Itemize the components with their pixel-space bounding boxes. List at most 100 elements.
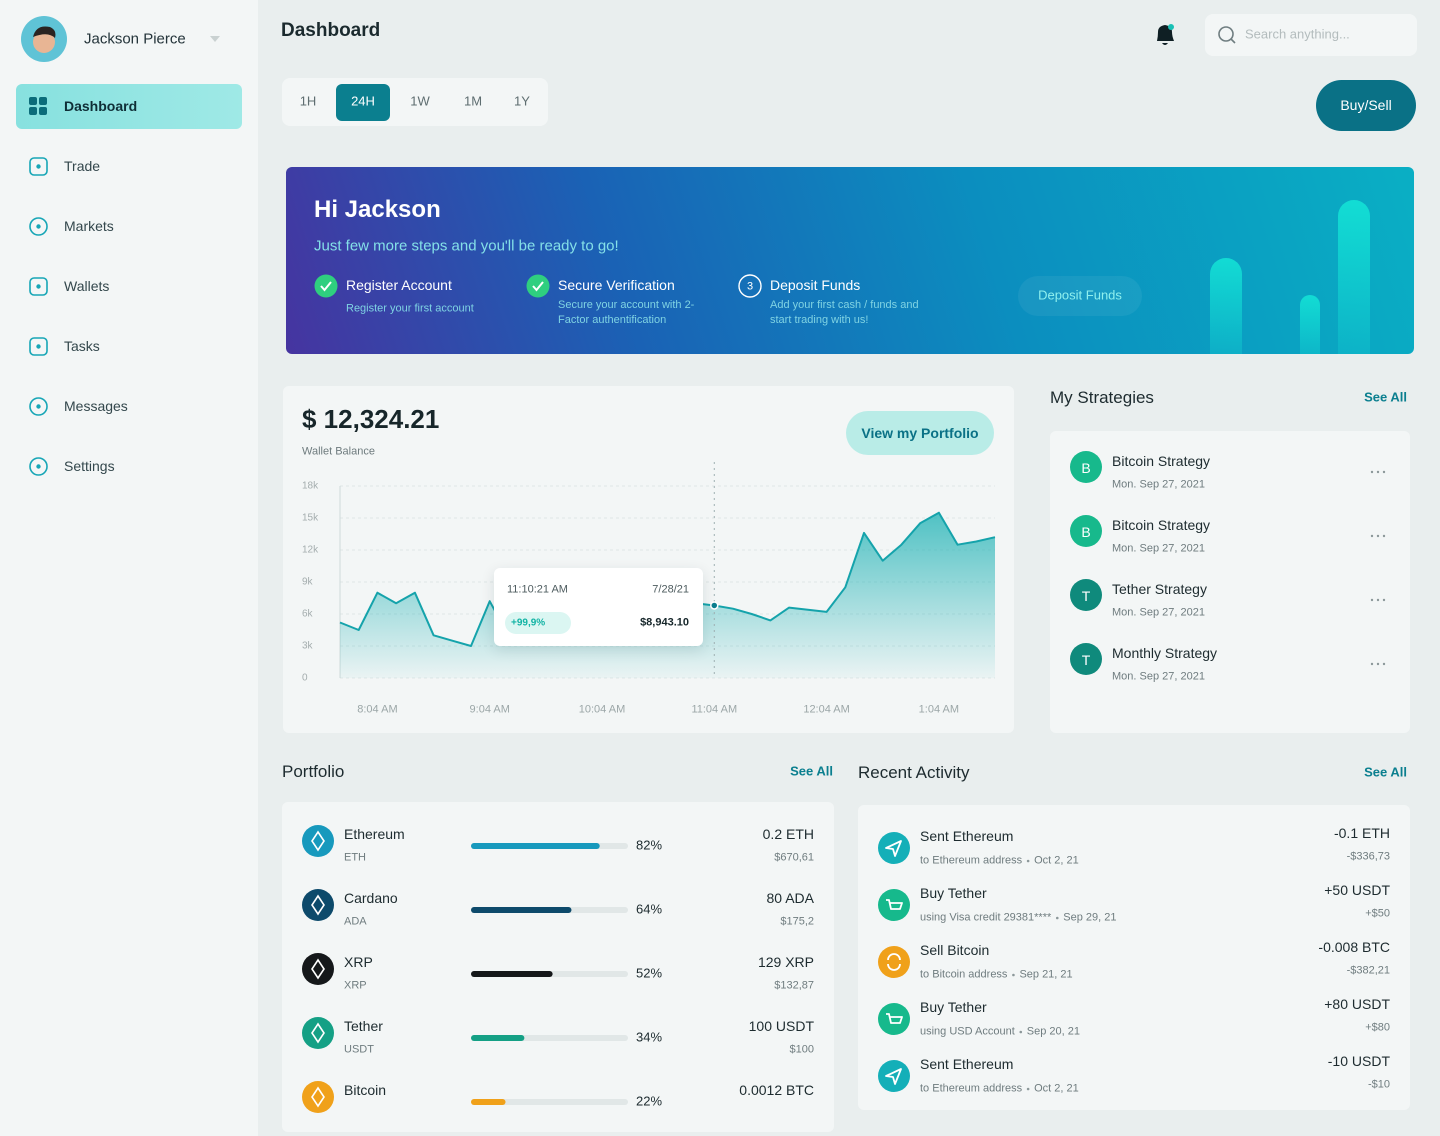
- banner: [286, 167, 1414, 354]
- activity-title: Buy Tether: [920, 998, 987, 1015]
- activity-amount: +80 USDT: [1324, 995, 1390, 1012]
- strategy-date: Mon. Sep 27, 2021: [1112, 478, 1205, 491]
- activity-fiat: -$382,21: [1346, 964, 1390, 977]
- activity-title: Sell Bitcoin: [920, 941, 990, 958]
- x-tick-label: 8:04 AM: [357, 703, 398, 716]
- tooltip-date: 7/28/21: [652, 583, 689, 596]
- share-label: 52%: [636, 965, 663, 981]
- asset-amount: 0.2 ETH: [762, 825, 814, 842]
- portfolio-title: Portfolio: [282, 762, 345, 782]
- buy-sell-label[interactable]: Buy/Sell: [1340, 96, 1392, 113]
- nav-item[interactable]: Trade: [64, 157, 101, 174]
- range-tab[interactable]: 1H: [299, 93, 317, 109]
- activity-title: Sent Ethereum: [920, 827, 1014, 844]
- portfolio-button[interactable]: [846, 411, 994, 455]
- tooltip-change-pill: [505, 612, 571, 634]
- portfolio-card: [282, 802, 834, 1132]
- activity-title: Buy Tether: [920, 884, 987, 901]
- step-description: Secure your account with 2-Factor authen…: [558, 299, 695, 326]
- activity-fiat: -$336,73: [1346, 850, 1390, 863]
- nav-item[interactable]: Tasks: [64, 337, 100, 354]
- search-placeholder: Search anything...: [1245, 26, 1350, 42]
- asset-value: $670,61: [774, 851, 814, 864]
- range-tab-active[interactable]: [336, 84, 390, 121]
- asset-name: Tether: [344, 1017, 383, 1034]
- activity-title: Sent Ethereum: [920, 1055, 1014, 1072]
- tooltip-time: 11:10:21 AM: [507, 583, 568, 596]
- range-tab[interactable]: 1M: [463, 93, 483, 109]
- banner-subtitle: Just few more steps and you'll be ready …: [314, 237, 619, 255]
- nav-item[interactable]: Settings: [64, 457, 115, 474]
- strategy-name[interactable]: Bitcoin Strategy: [1112, 516, 1211, 533]
- strategy-name[interactable]: Tether Strategy: [1112, 580, 1207, 597]
- nav-item[interactable]: Wallets: [64, 277, 110, 294]
- activity-amount: +50 USDT: [1324, 881, 1390, 898]
- tooltip: [494, 568, 703, 646]
- share-label: 22%: [636, 1093, 663, 1109]
- activity-date: Oct 2, 21: [1034, 1082, 1079, 1095]
- activity-date: Sep 29, 21: [1063, 911, 1117, 924]
- deposit-button[interactable]: [1018, 276, 1142, 316]
- portfolio-button-label[interactable]: View my Portfolio: [861, 424, 979, 441]
- step-title: Register Account: [346, 276, 452, 293]
- activity-detail: to Ethereum address: [920, 1082, 1023, 1095]
- strategy-badge-letter: T: [1081, 651, 1091, 668]
- search-box[interactable]: [1205, 14, 1417, 56]
- activity-fiat: +$80: [1365, 1021, 1390, 1034]
- x-tick-label: 9:04 AM: [469, 703, 510, 716]
- strategies-see-all[interactable]: See All: [1364, 389, 1407, 405]
- share-label: 82%: [636, 837, 663, 853]
- y-tick-label: 3k: [302, 640, 313, 652]
- asset-name: Ethereum: [344, 825, 405, 842]
- activity-detail: using Visa credit 29381****: [920, 911, 1052, 924]
- banner-decor-bar: [1300, 295, 1320, 354]
- strategy-badge-letter: B: [1081, 459, 1091, 476]
- y-tick-label: 0: [302, 672, 308, 684]
- x-tick-label: 1:04 AM: [918, 703, 960, 716]
- sidebar: [0, 0, 258, 1136]
- nav-item[interactable]: Dashboard: [64, 97, 138, 114]
- buy-sell-button[interactable]: [1316, 80, 1416, 131]
- strategy-date: Mon. Sep 27, 2021: [1112, 606, 1205, 619]
- activity-amount: -0.008 BTC: [1318, 938, 1390, 955]
- activity-see-all[interactable]: See All: [1364, 764, 1407, 780]
- asset-name: Cardano: [344, 889, 398, 906]
- y-tick-label: 6k: [302, 608, 313, 620]
- asset-amount: 80 ADA: [766, 889, 814, 906]
- step-title: Deposit Funds: [770, 276, 861, 293]
- asset-symbol: ETH: [344, 851, 366, 864]
- portfolio-see-all[interactable]: See All: [790, 763, 833, 779]
- range-tab[interactable]: 1W: [410, 93, 430, 109]
- activity-date: Sep 21, 21: [1019, 968, 1073, 981]
- tooltip-change: +99,9%: [511, 617, 546, 629]
- x-tick-label: 12:04 AM: [803, 703, 850, 716]
- tooltip-value: $8,943.10: [640, 616, 689, 629]
- range-tab[interactable]: 1Y: [514, 93, 530, 109]
- deposit-button-label[interactable]: Deposit Funds: [1038, 287, 1122, 303]
- strategy-date: Mon. Sep 27, 2021: [1112, 670, 1205, 683]
- nav-item[interactable]: Markets: [64, 217, 114, 234]
- strategy-name[interactable]: Monthly Strategy: [1112, 644, 1218, 661]
- step-number: 3: [746, 280, 754, 293]
- activity-detail: using USD Account: [920, 1025, 1015, 1038]
- y-tick-label: 15k: [302, 512, 319, 524]
- strategies-title: My Strategies: [1050, 388, 1154, 408]
- strategy-name[interactable]: Bitcoin Strategy: [1112, 452, 1211, 469]
- nav-item[interactable]: Messages: [64, 397, 128, 414]
- asset-symbol: XRP: [344, 979, 367, 992]
- asset-value: $100: [789, 1043, 814, 1056]
- activity-amount: -10 USDT: [1327, 1052, 1390, 1069]
- asset-amount: 129 XRP: [757, 953, 814, 970]
- range-tab[interactable]: 24H: [351, 93, 375, 109]
- activity-fiat: +$50: [1365, 907, 1390, 920]
- y-tick-label: 18k: [302, 480, 319, 492]
- strategy-badge-letter: T: [1081, 587, 1091, 604]
- activity-fiat: -$10: [1367, 1078, 1390, 1091]
- x-tick-label: 10:04 AM: [578, 703, 626, 716]
- y-tick-label: 12k: [302, 544, 319, 556]
- activity-card: [858, 805, 1410, 1110]
- user-name: Jackson Pierce: [84, 30, 186, 48]
- banner-decor-bar: [1210, 258, 1242, 354]
